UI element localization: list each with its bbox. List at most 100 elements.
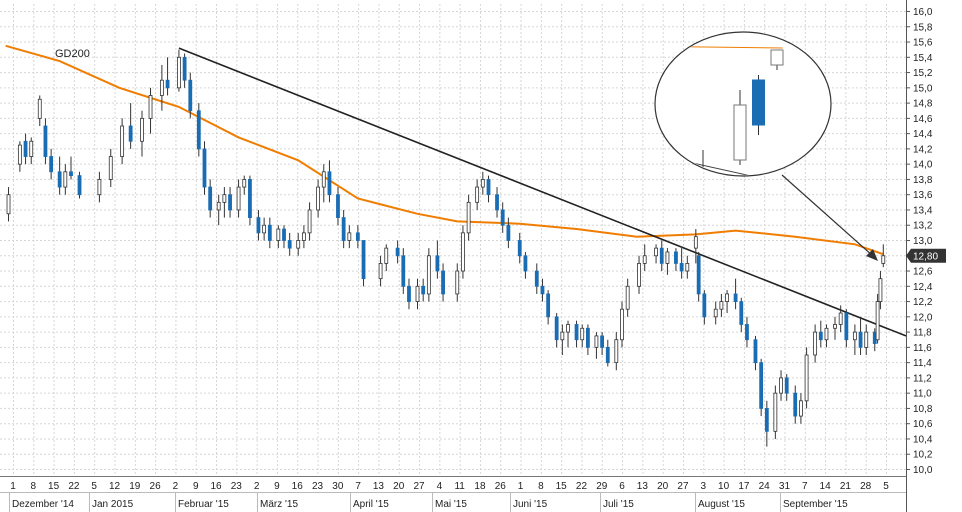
month-label: September '15 <box>783 499 848 510</box>
candle-body <box>208 186 213 211</box>
candle <box>63 164 68 195</box>
candle <box>838 305 843 333</box>
candle <box>341 209 346 249</box>
candle <box>128 103 133 149</box>
candle-body <box>29 140 34 157</box>
candle <box>875 293 880 344</box>
candle-body <box>620 308 624 341</box>
candle-body <box>17 144 22 165</box>
candle-body <box>188 79 193 112</box>
candle <box>685 255 690 279</box>
candle-body <box>659 247 664 264</box>
x-tick-label: 15 <box>556 481 568 492</box>
candle <box>753 335 758 371</box>
x-tick-label: 30 <box>332 481 344 492</box>
candle-body <box>148 95 153 119</box>
candle <box>355 225 360 249</box>
candle-body <box>43 125 48 157</box>
x-tick-label: 15 <box>48 481 60 492</box>
candle-body <box>69 171 73 177</box>
x-tick-label: 9 <box>193 481 199 492</box>
inset-pointer-head <box>866 249 878 261</box>
candle-body <box>500 209 505 226</box>
candle <box>378 255 383 287</box>
candle <box>637 255 641 294</box>
candle <box>818 320 823 348</box>
candle <box>500 202 505 233</box>
month-label: Dezember '14 <box>12 499 74 510</box>
y-tick-label: 11,2 <box>913 373 932 384</box>
candle-body <box>739 301 744 325</box>
candle <box>878 271 883 310</box>
candle-body <box>37 98 42 119</box>
candle-body <box>355 232 360 241</box>
x-tick-label: 29 <box>596 481 608 492</box>
candle <box>659 240 664 272</box>
candle-body <box>228 194 232 211</box>
candle <box>120 118 125 165</box>
candle <box>222 187 227 218</box>
candle <box>421 278 426 302</box>
x-tick-label: 1 <box>10 481 16 492</box>
candle <box>49 148 54 180</box>
candle-body <box>401 255 406 287</box>
candle <box>296 232 301 256</box>
x-tick-label: 31 <box>779 481 791 492</box>
candle-body <box>441 270 445 295</box>
candle <box>441 263 445 302</box>
candle <box>407 278 411 310</box>
candle-body <box>415 285 420 302</box>
inset-pointer-line <box>781 174 874 257</box>
candle-body <box>858 331 863 348</box>
candle <box>719 293 724 317</box>
ma200-line <box>5 44 884 256</box>
y-tick-label: 15,8 <box>913 22 933 33</box>
candle-body <box>128 125 133 142</box>
candle <box>276 225 281 249</box>
candle-body <box>654 247 658 257</box>
y-tick-label: 10,8 <box>913 404 933 415</box>
candle <box>665 248 670 275</box>
candle-body <box>202 148 207 188</box>
candle <box>321 164 326 203</box>
candle <box>262 217 267 241</box>
y-tick-label: 12,6 <box>913 267 933 278</box>
candle <box>461 225 465 279</box>
candle-body <box>242 179 247 188</box>
candle-body <box>196 110 201 150</box>
candle <box>77 171 82 199</box>
candle-body <box>875 301 880 341</box>
candle-body <box>745 324 749 341</box>
x-tick-label: 22 <box>576 481 588 492</box>
candle <box>642 244 647 272</box>
month-label: Juni '15 <box>513 499 548 510</box>
candle <box>480 171 485 195</box>
candle-body <box>336 194 340 218</box>
candle <box>248 175 252 226</box>
candle-body <box>799 400 803 417</box>
candle-body <box>693 236 698 249</box>
candle <box>799 393 803 424</box>
candle <box>696 251 701 302</box>
candle-body <box>534 270 539 287</box>
candle <box>654 244 658 264</box>
x-tick-label: 13 <box>373 481 385 492</box>
x-axis: 1 8 15 22 5 12 19 26 2 9 16 23 2 9 16 23 30 7 13 20 27 4 11 18 2… <box>10 481 889 492</box>
candle-body <box>475 186 480 203</box>
candle-body <box>844 312 849 341</box>
candle <box>177 49 181 92</box>
candles <box>6 49 886 447</box>
candle <box>43 118 48 165</box>
candle <box>401 248 406 294</box>
inset-candle <box>770 49 784 70</box>
candle <box>426 248 431 302</box>
inset-candle <box>733 90 747 165</box>
candle <box>833 316 837 340</box>
candle <box>702 290 707 325</box>
y-tick-label: 12,4 <box>913 282 933 293</box>
candle-body <box>637 262 641 287</box>
candle-body <box>282 228 286 241</box>
candle-body <box>574 324 579 341</box>
candle-body <box>614 339 619 364</box>
y-tick-label: 13,0 <box>913 236 933 247</box>
